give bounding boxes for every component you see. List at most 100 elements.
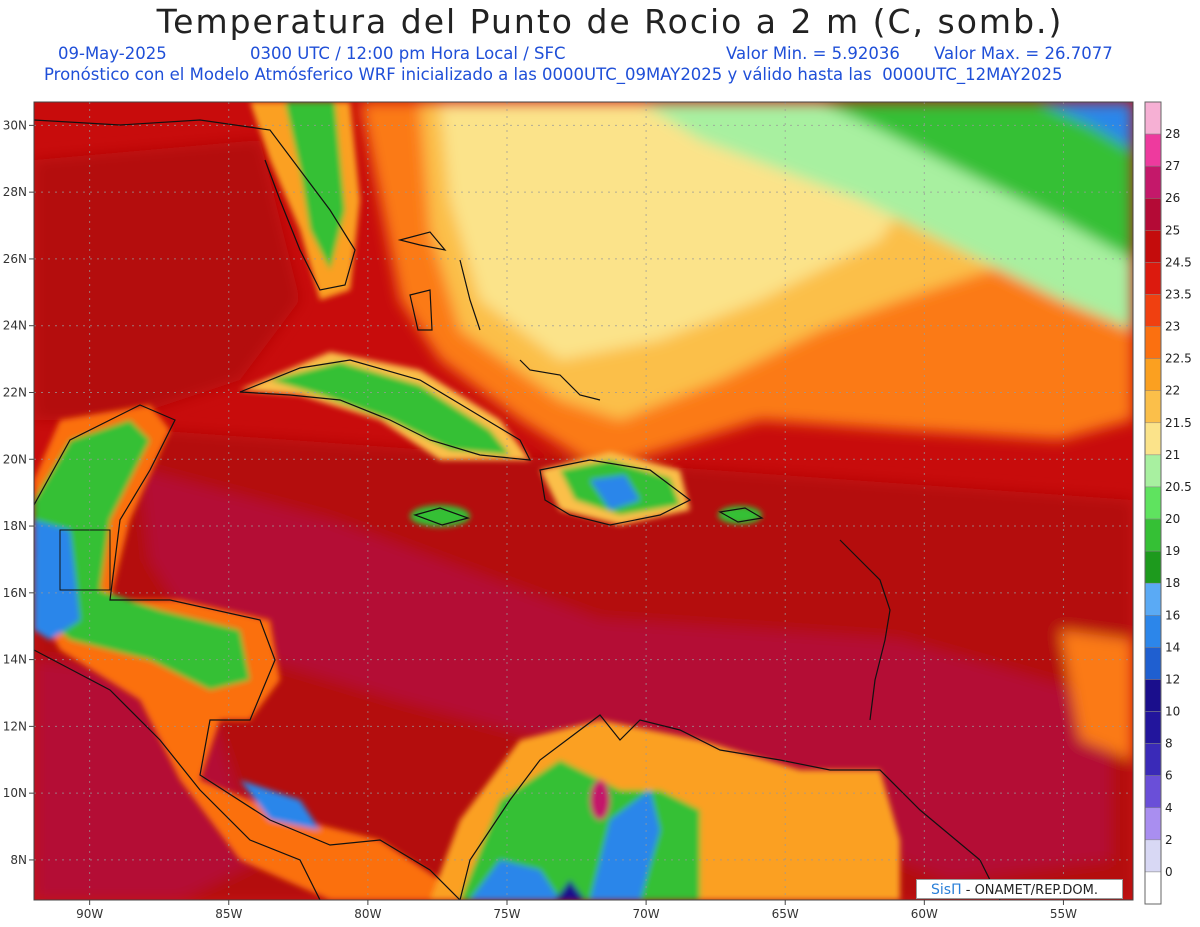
field-atlantic-green — [820, 102, 1133, 260]
map-title: Temperatura del Punto de Rocio a 2 m (C,… — [156, 2, 1064, 41]
field-costarica-blue — [240, 780, 320, 830]
lat-tick-label: 30N — [3, 118, 27, 132]
coastline-pacific — [34, 649, 321, 900]
colorbar-swatch — [1144, 197, 1162, 231]
colorbar-label: 2 — [1165, 833, 1173, 847]
colorbar-label: 12 — [1165, 672, 1180, 686]
field-east-orange — [1060, 630, 1133, 760]
colorbar-swatch — [1144, 262, 1162, 295]
colorbar-label: 21 — [1165, 448, 1180, 462]
field-colombia-blue — [470, 860, 560, 900]
colorbar-label: 19 — [1165, 544, 1180, 558]
colorbar-label: 6 — [1165, 769, 1173, 783]
colorbar-swatch — [1144, 743, 1162, 776]
coastline-hispaniola — [539, 459, 692, 526]
colorbar-label: 4 — [1165, 801, 1173, 815]
colorbar-swatch — [1144, 133, 1162, 167]
field-andes-darkblue — [555, 880, 585, 900]
border-belize-guatemala — [59, 529, 111, 591]
colorbar-swatch — [1144, 294, 1162, 327]
field-atlantic-blue — [1040, 102, 1133, 150]
lat-tick-label: 28N — [3, 185, 27, 199]
field-guatemala-blue — [34, 520, 80, 640]
coastline-gulf-florida — [34, 119, 356, 291]
colorbar-swatch — [1144, 582, 1162, 616]
colorbar-label: 27 — [1165, 159, 1180, 173]
coastline-puertorico — [718, 507, 764, 523]
lat-tick-label: 20N — [3, 452, 27, 466]
colorbar-swatch — [1144, 358, 1162, 391]
coastlines — [34, 119, 1001, 900]
field-maracaibo-blue — [590, 790, 660, 900]
colorbar-swatch — [1144, 454, 1162, 488]
colorbar-swatch — [1144, 390, 1162, 424]
colorbar-swatch — [1144, 711, 1162, 744]
field-hispaniola-blue — [590, 475, 640, 510]
credit-brand: SisΠ — [931, 882, 962, 898]
map-frame — [33, 101, 1134, 901]
colorbar-label: 23 — [1165, 320, 1180, 334]
lat-tick-label: 26N — [3, 252, 27, 266]
coastline-lesser-antilles — [839, 539, 891, 721]
colorbar-swatch — [1144, 839, 1162, 873]
field-maracaibo-lake — [590, 780, 610, 820]
colorbar-label: 22.5 — [1165, 352, 1192, 366]
coastline-southamerica — [459, 714, 1001, 900]
colorbar-swatch — [1144, 647, 1162, 680]
coastline-bahamas-south — [519, 359, 601, 401]
colorbar-swatch — [1144, 550, 1162, 584]
field-gulf — [34, 140, 300, 420]
colorbar-swatch — [1144, 230, 1162, 263]
max-value-label: Valor Max. = 26.7077 — [934, 44, 1113, 63]
credit-box: SisΠ - ONAMET/REP.DOM. — [916, 879, 1123, 899]
colorbar-label: 10 — [1165, 705, 1180, 719]
colorbar-swatch — [1144, 615, 1162, 648]
lon-tick-label: 90W — [76, 907, 103, 921]
colorbar-label: 18 — [1165, 576, 1180, 590]
colorbar-swatch — [1144, 775, 1162, 809]
colorbar-label: 0 — [1165, 865, 1173, 879]
coastline-bahamas-andros — [409, 289, 433, 331]
grid-lines — [34, 102, 1133, 900]
min-value-label: Valor Min. = 5.92036 — [726, 44, 900, 63]
lat-tick-label: 24N — [3, 319, 27, 333]
field-centralamerica-orange — [34, 405, 460, 900]
colorbar-frame — [1144, 101, 1162, 905]
lat-tick-label: 16N — [3, 586, 27, 600]
field-centralamerica-green — [34, 420, 250, 690]
lon-tick-label: 55W — [1050, 907, 1077, 921]
lon-tick-label: 60W — [911, 907, 938, 921]
lat-tick-label: 8N — [10, 853, 27, 867]
colorbar-swatch — [1144, 422, 1162, 456]
colorbar-swatch — [1144, 871, 1162, 905]
colorbar-label: 16 — [1165, 608, 1180, 622]
colorbar-label: 23.5 — [1165, 287, 1192, 301]
time-label: 0300 UTC / 12:00 pm Hora Local / SFC — [250, 44, 566, 63]
field-florida-green — [285, 102, 345, 270]
lon-tick-label: 85W — [215, 907, 242, 921]
credit-text: - ONAMET/REP.DOM. — [961, 883, 1098, 898]
coastline-jamaica — [413, 507, 471, 526]
colorbar-label: 22 — [1165, 384, 1180, 398]
coastline-cuba — [239, 359, 532, 461]
colorbar-swatch — [1144, 807, 1162, 841]
lon-tick-label: 70W — [633, 907, 660, 921]
date-label: 09-May-2025 — [58, 44, 167, 63]
colorbar-swatch — [1144, 679, 1162, 712]
latitude-axis: 8N 10N 12N 14N 16N 18N 20N 22N 24N 26N 28N 30N — [3, 118, 34, 867]
dewpoint-field — [34, 102, 1133, 900]
colorbar-swatch — [1144, 101, 1162, 135]
colorbar-label: 20.5 — [1165, 480, 1192, 494]
colorbar: 0 2 4 6 8 10 12 14 16 18 19 20 20.5 21 21.5 22 22.5 23 23.… — [1144, 101, 1192, 905]
field-cuba-green — [270, 362, 510, 455]
colorbar-label: 14 — [1165, 640, 1180, 654]
lat-tick-label: 10N — [3, 786, 27, 800]
coastline-bahamas-grandbahama — [397, 231, 447, 251]
colorbar-swatch — [1144, 486, 1162, 520]
lat-tick-label: 12N — [3, 719, 27, 733]
coastline-bahamas-eleuthera — [459, 259, 481, 331]
colorbar-label: 8 — [1165, 737, 1173, 751]
lon-tick-label: 80W — [354, 907, 381, 921]
lon-tick-label: 75W — [493, 907, 520, 921]
